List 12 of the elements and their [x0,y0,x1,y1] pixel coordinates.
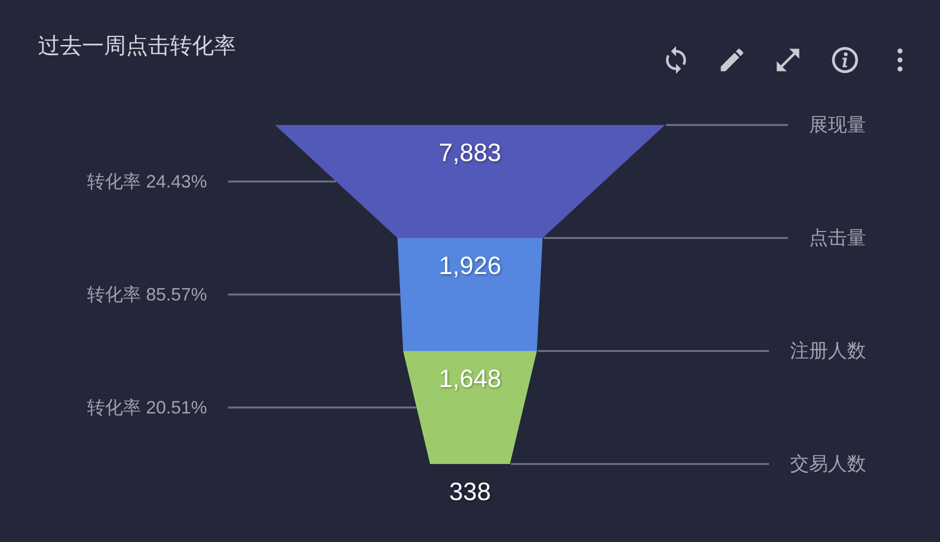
category-label: 注册人数 [790,340,866,362]
text: 转化率 85.57% [86,284,207,304]
data-label: 7,883 [438,139,502,167]
category-label: 交易人数 [790,452,866,474]
text: 过去一周点击转化率 [38,32,236,58]
text: 转化率 24.43% [86,172,207,192]
data-label: 1,648 [438,365,502,393]
data-label: 338 [449,478,491,506]
category-label: 展现量 [809,114,866,136]
text: 转化率 20.51% [86,398,207,418]
category-label: 点击量 [809,228,866,248]
data-label: 1,926 [438,252,502,280]
